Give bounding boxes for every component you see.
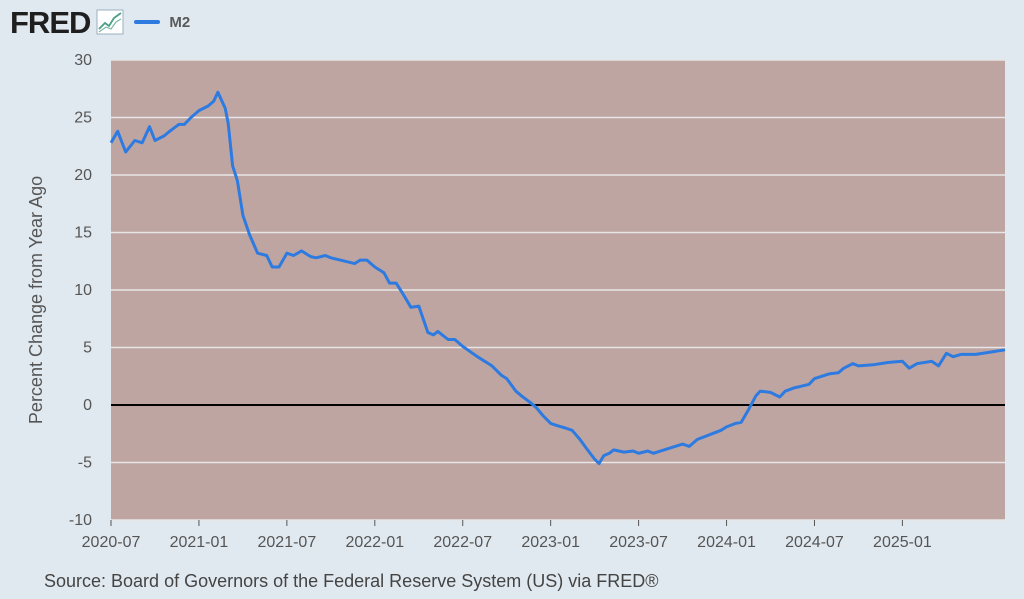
y-axis-label: Percent Change from Year Ago — [26, 176, 46, 424]
x-tick-label: 2021-07 — [258, 534, 317, 551]
y-tick-label: 10 — [74, 282, 92, 299]
trend-chart-icon — [96, 9, 124, 35]
x-tick-label: 2023-01 — [521, 534, 580, 551]
x-tick-label: 2024-01 — [697, 534, 756, 551]
source-note: Source: Board of Governors of the Federa… — [44, 571, 659, 591]
x-tick-label: 2024-07 — [785, 534, 844, 551]
y-tick-label: 0 — [83, 397, 92, 414]
x-tick-label: 2022-01 — [345, 534, 404, 551]
y-tick-label: 25 — [74, 110, 92, 127]
x-tick-label: 2025-01 — [873, 534, 932, 551]
y-tick-label: -10 — [69, 512, 92, 529]
series-line-m2[interactable] — [109, 90, 1006, 466]
y-tick-label: 30 — [74, 52, 92, 69]
y-tick-label: 15 — [74, 225, 92, 242]
chart-legend: M2 — [134, 14, 190, 31]
x-tick-label: 2023-07 — [609, 534, 668, 551]
header: FRED M2 — [10, 4, 190, 40]
x-tick-label: 2020-07 — [82, 534, 141, 551]
legend-label[interactable]: M2 — [169, 13, 191, 31]
y-tick-label: 20 — [74, 167, 92, 184]
x-tick-label: 2021-01 — [170, 534, 229, 551]
y-axis-ticks: 30 25 20 15 10 5 0 -5 -10 — [69, 52, 92, 529]
fred-logo[interactable]: FRED — [10, 4, 91, 40]
y-tick-label: 5 — [83, 340, 92, 357]
y-tick-label: -5 — [78, 455, 92, 472]
gridlines — [111, 59, 1005, 521]
x-axis-ticks: 2020-07 2021-01 2021-07 2022-01 2022-07 2023-… — [82, 520, 932, 551]
legend-swatch — [134, 20, 161, 24]
x-tick-label: 2022-07 — [433, 534, 492, 551]
